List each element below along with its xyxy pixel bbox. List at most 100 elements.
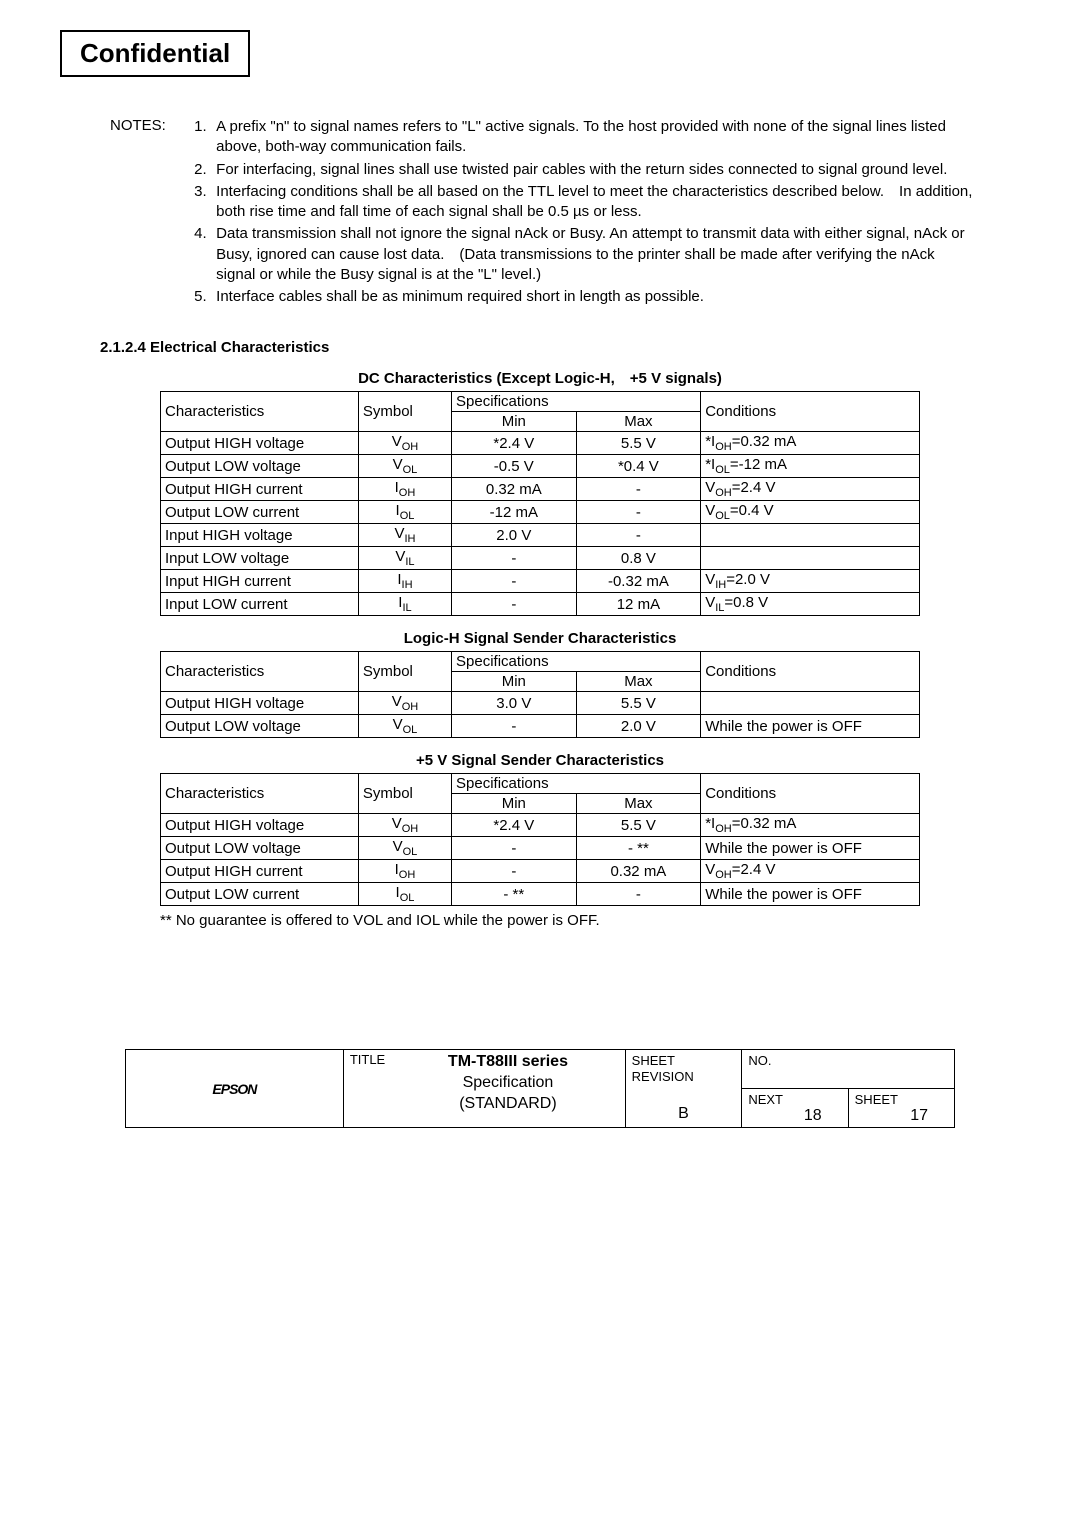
cell-min: 3.0 V [452, 692, 577, 715]
cell-condition: While the power is OFF [701, 837, 920, 860]
next-value: 18 [748, 1107, 841, 1125]
cell-condition: While the power is OFF [701, 715, 920, 738]
logic-h-table: CharacteristicsSymbolSpecificationsCondi… [160, 651, 920, 738]
note-item: 1.A prefix "n" to signal names refers to… [194, 117, 974, 158]
cell-max: -0.32 mA [576, 570, 701, 593]
cell-condition: While the power is OFF [701, 883, 920, 906]
note-number: 5. [194, 287, 216, 307]
table-row: Output HIGH voltageVOH3.0 V5.5 V [161, 692, 920, 715]
table-row: Output HIGH voltageVOH*2.4 V5.5 V*IOH=0.… [161, 814, 920, 837]
table-row: Output HIGH currentIOH0.32 mA-VOH=2.4 V [161, 478, 920, 501]
note-number: 2. [194, 160, 216, 180]
table3-title: +5 V Signal Sender Characteristics [60, 752, 1020, 769]
dc-characteristics-table: CharacteristicsSymbolSpecificationsCondi… [160, 391, 920, 616]
title-line3: (STANDARD) [459, 1095, 556, 1112]
footnote: ** No guarantee is offered to VOL and IO… [160, 912, 1020, 929]
table-row: Output LOW currentIOL- **-While the powe… [161, 883, 920, 906]
note-number: 1. [194, 117, 216, 158]
cell-min: - ** [452, 883, 577, 906]
cell-min: *2.4 V [452, 432, 577, 455]
cell-condition: *IOH=0.32 mA [701, 814, 920, 837]
cell-condition [701, 524, 920, 547]
cell-characteristic: Output LOW voltage [161, 455, 359, 478]
cell-max: 0.8 V [576, 547, 701, 570]
table-row: Input LOW voltageVIL-0.8 V [161, 547, 920, 570]
table-row: Input HIGH voltageVIH2.0 V- [161, 524, 920, 547]
cell-symbol: IOL [358, 883, 451, 906]
cell-min: 0.32 mA [452, 478, 577, 501]
note-text: A prefix "n" to signal names refers to "… [216, 117, 974, 158]
header-conditions: Conditions [701, 774, 920, 814]
cell-characteristic: Input HIGH voltage [161, 524, 359, 547]
cell-max: 0.32 mA [576, 860, 701, 883]
notes-label: NOTES: [110, 117, 190, 134]
note-item: 3.Interfacing conditions shall be all ba… [194, 182, 974, 223]
cell-characteristic: Output LOW current [161, 501, 359, 524]
section-heading: 2.1.2.4 Electrical Characteristics [100, 339, 1020, 356]
note-item: 2.For interfacing, signal lines shall us… [194, 160, 974, 180]
header-symbol: Symbol [358, 774, 451, 814]
header-conditions: Conditions [701, 652, 920, 692]
cell-min: - [452, 837, 577, 860]
cell-max: 12 mA [576, 593, 701, 616]
cell-condition: *IOL=-12 mA [701, 455, 920, 478]
cell-min: 2.0 V [452, 524, 577, 547]
note-number: 4. [194, 224, 216, 285]
cell-max: 5.5 V [576, 692, 701, 715]
cell-symbol: VOH [358, 432, 451, 455]
cell-characteristic: Output HIGH voltage [161, 432, 359, 455]
header-max: Max [576, 672, 701, 692]
header-characteristics: Characteristics [161, 774, 359, 814]
title-label: TITLE [350, 1052, 385, 1114]
sheet-label: SHEET [855, 1092, 898, 1107]
header-min: Min [452, 794, 577, 814]
header-conditions: Conditions [701, 392, 920, 432]
cell-characteristic: Input LOW voltage [161, 547, 359, 570]
table-row: Output LOW currentIOL-12 mA-VOL=0.4 V [161, 501, 920, 524]
table-row: Output LOW voltageVOL-2.0 VWhile the pow… [161, 715, 920, 738]
note-item: 5.Interface cables shall be as minimum r… [194, 287, 974, 307]
cell-min: - [452, 860, 577, 883]
title-line1: TM-T88III series [448, 1053, 568, 1070]
header-specifications: Specifications [452, 774, 701, 794]
revision-value: B [626, 1105, 742, 1123]
notes-block: NOTES: 1.A prefix "n" to signal names re… [110, 117, 1020, 309]
cell-characteristic: Output LOW voltage [161, 715, 359, 738]
cell-symbol: VIL [358, 547, 451, 570]
cell-min: - [452, 547, 577, 570]
cell-max: - [576, 883, 701, 906]
cell-symbol: IIL [358, 593, 451, 616]
cell-max: *0.4 V [576, 455, 701, 478]
cell-min: - [452, 715, 577, 738]
cell-max: 5.5 V [576, 814, 701, 837]
cell-symbol: IIH [358, 570, 451, 593]
note-number: 3. [194, 182, 216, 223]
cell-symbol: VOL [358, 455, 451, 478]
cell-symbol: IOH [358, 860, 451, 883]
cell-condition: VIH=2.0 V [701, 570, 920, 593]
note-text: Data transmission shall not ignore the s… [216, 224, 974, 285]
cell-max: - [576, 501, 701, 524]
cell-symbol: VOH [358, 814, 451, 837]
table1-title: DC Characteristics (Except Logic-H, +5 V… [60, 370, 1020, 387]
header-max: Max [576, 412, 701, 432]
cell-characteristic: Input HIGH current [161, 570, 359, 593]
table-row: Output LOW voltageVOL-- **While the powe… [161, 837, 920, 860]
table-row: Output HIGH currentIOH-0.32 mAVOH=2.4 V [161, 860, 920, 883]
cell-symbol: VIH [358, 524, 451, 547]
cell-condition: VIL=0.8 V [701, 593, 920, 616]
table-row: Output HIGH voltageVOH*2.4 V5.5 V*IOH=0.… [161, 432, 920, 455]
note-text: For interfacing, signal lines shall use … [216, 160, 974, 180]
cell-symbol: VOL [358, 715, 451, 738]
cell-characteristic: Output HIGH voltage [161, 814, 359, 837]
cell-characteristic: Output HIGH voltage [161, 692, 359, 715]
title-block: EPSON TITLE TM-T88III series Specificati… [125, 1049, 955, 1128]
note-text: Interfacing conditions shall be all base… [216, 182, 974, 223]
note-item: 4.Data transmission shall not ignore the… [194, 224, 974, 285]
plus5v-table: CharacteristicsSymbolSpecificationsCondi… [160, 773, 920, 906]
cell-condition: *IOH=0.32 mA [701, 432, 920, 455]
header-specifications: Specifications [452, 392, 701, 412]
header-characteristics: Characteristics [161, 392, 359, 432]
cell-characteristic: Output HIGH current [161, 860, 359, 883]
cell-min: -0.5 V [452, 455, 577, 478]
